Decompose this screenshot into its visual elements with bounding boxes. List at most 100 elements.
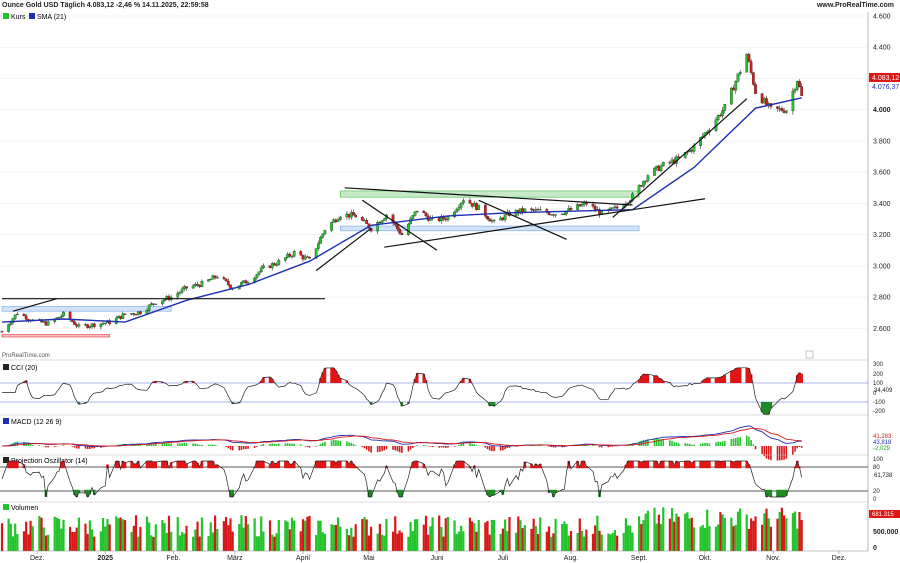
volume-bar (350, 527, 353, 551)
candle-body (292, 251, 296, 257)
volume-bar (598, 530, 601, 551)
volume-bar (717, 524, 720, 551)
volume-bar (569, 531, 573, 551)
volume-bar (778, 511, 781, 551)
brand-link[interactable]: www.ProRealTime.com (816, 2, 894, 9)
volume-bar (655, 523, 658, 551)
candle-body (800, 86, 804, 96)
candle-body (400, 233, 404, 236)
candle-body (108, 320, 111, 324)
candle-body (532, 209, 535, 211)
candle-body (259, 267, 263, 273)
candle-body (150, 303, 153, 306)
candle-body (308, 257, 311, 259)
volume-value: 681.315 (872, 512, 894, 518)
volume-bar (273, 536, 276, 551)
candle-body (593, 206, 597, 211)
volume-bar (161, 520, 164, 551)
candle-body (798, 81, 801, 87)
volume-bar (9, 523, 12, 551)
candle-body (139, 311, 142, 315)
price-tick-label: 2.800 (873, 295, 891, 302)
volume-bar (488, 534, 491, 551)
candle-body (591, 204, 595, 207)
candle-body (257, 271, 261, 275)
candle-body (719, 115, 722, 117)
candle-body (554, 214, 557, 216)
volume-bar (719, 512, 722, 551)
candle-body (22, 313, 26, 316)
candle-body (354, 215, 358, 218)
volume-bar (444, 518, 447, 551)
volume-bar (453, 520, 456, 551)
volume-bar (62, 519, 65, 551)
volume-bar (365, 519, 368, 551)
volume-bar (222, 521, 225, 551)
candle-body (576, 204, 579, 210)
candle-body (77, 324, 81, 327)
volume-bar (547, 526, 551, 551)
candle-body (492, 220, 496, 222)
volume-bar (670, 508, 674, 551)
volume-bar (84, 523, 87, 551)
volume-bar (44, 535, 48, 551)
volume-bar (460, 525, 463, 551)
volume-bar (578, 518, 581, 551)
scroll-toggle[interactable] (805, 350, 814, 359)
volume-bar (132, 525, 135, 551)
volume-bar (69, 526, 72, 551)
volume-bar (170, 531, 173, 551)
price-zone (1, 306, 172, 312)
volume-bar (752, 520, 755, 551)
volume-bar (240, 515, 243, 551)
volume-bar (60, 528, 63, 551)
volume-bar (376, 533, 379, 551)
candle-body (277, 260, 281, 265)
volume-bar (609, 534, 612, 551)
volume-bar (227, 525, 230, 551)
cci-line (2, 367, 802, 415)
volume-bar (644, 513, 647, 551)
candle-body (730, 87, 733, 105)
last-price-label: 4.083,12 (872, 75, 899, 82)
volume-bar (550, 536, 553, 551)
volume-bar (611, 532, 614, 551)
chart-header: Ounce Gold USD Täglich 4.083,12 -2,46 % … (0, 0, 900, 12)
volume-bar (53, 516, 56, 551)
projection-line (1, 459, 803, 498)
candle-body (363, 220, 366, 222)
volume-bar (754, 516, 757, 551)
candle-body (569, 207, 573, 210)
cci-tick-200: 200 (873, 372, 884, 378)
volume-bar (216, 528, 219, 551)
volume-bar (431, 517, 434, 551)
candle-body (117, 315, 120, 319)
volume-bar (536, 534, 540, 551)
volume-bar (745, 514, 748, 551)
volume-bar (11, 536, 15, 551)
volume-bar (369, 526, 373, 551)
volume-bar (238, 523, 241, 551)
trendline (384, 198, 706, 248)
volume-bar (257, 536, 261, 551)
candle-body (290, 255, 294, 258)
watermark: ProRealTime.com (2, 353, 50, 359)
volume-bar (268, 520, 272, 551)
candle-body (563, 213, 566, 215)
candle-body (299, 251, 303, 256)
volume-bar (308, 515, 311, 551)
volume-bar (631, 532, 634, 551)
x-axis-label: April (296, 555, 310, 562)
volume-bar (517, 516, 520, 551)
candle-body (409, 218, 412, 225)
candle-body (791, 91, 795, 111)
volume-bar (473, 523, 476, 551)
volume-bar (486, 520, 489, 551)
legend-sma: SMA (21) (37, 14, 66, 21)
volume-bar (77, 517, 80, 551)
volume-bar (339, 526, 342, 551)
volume-bar (545, 531, 548, 551)
candle-body (347, 213, 351, 218)
volume-bar (629, 525, 632, 551)
